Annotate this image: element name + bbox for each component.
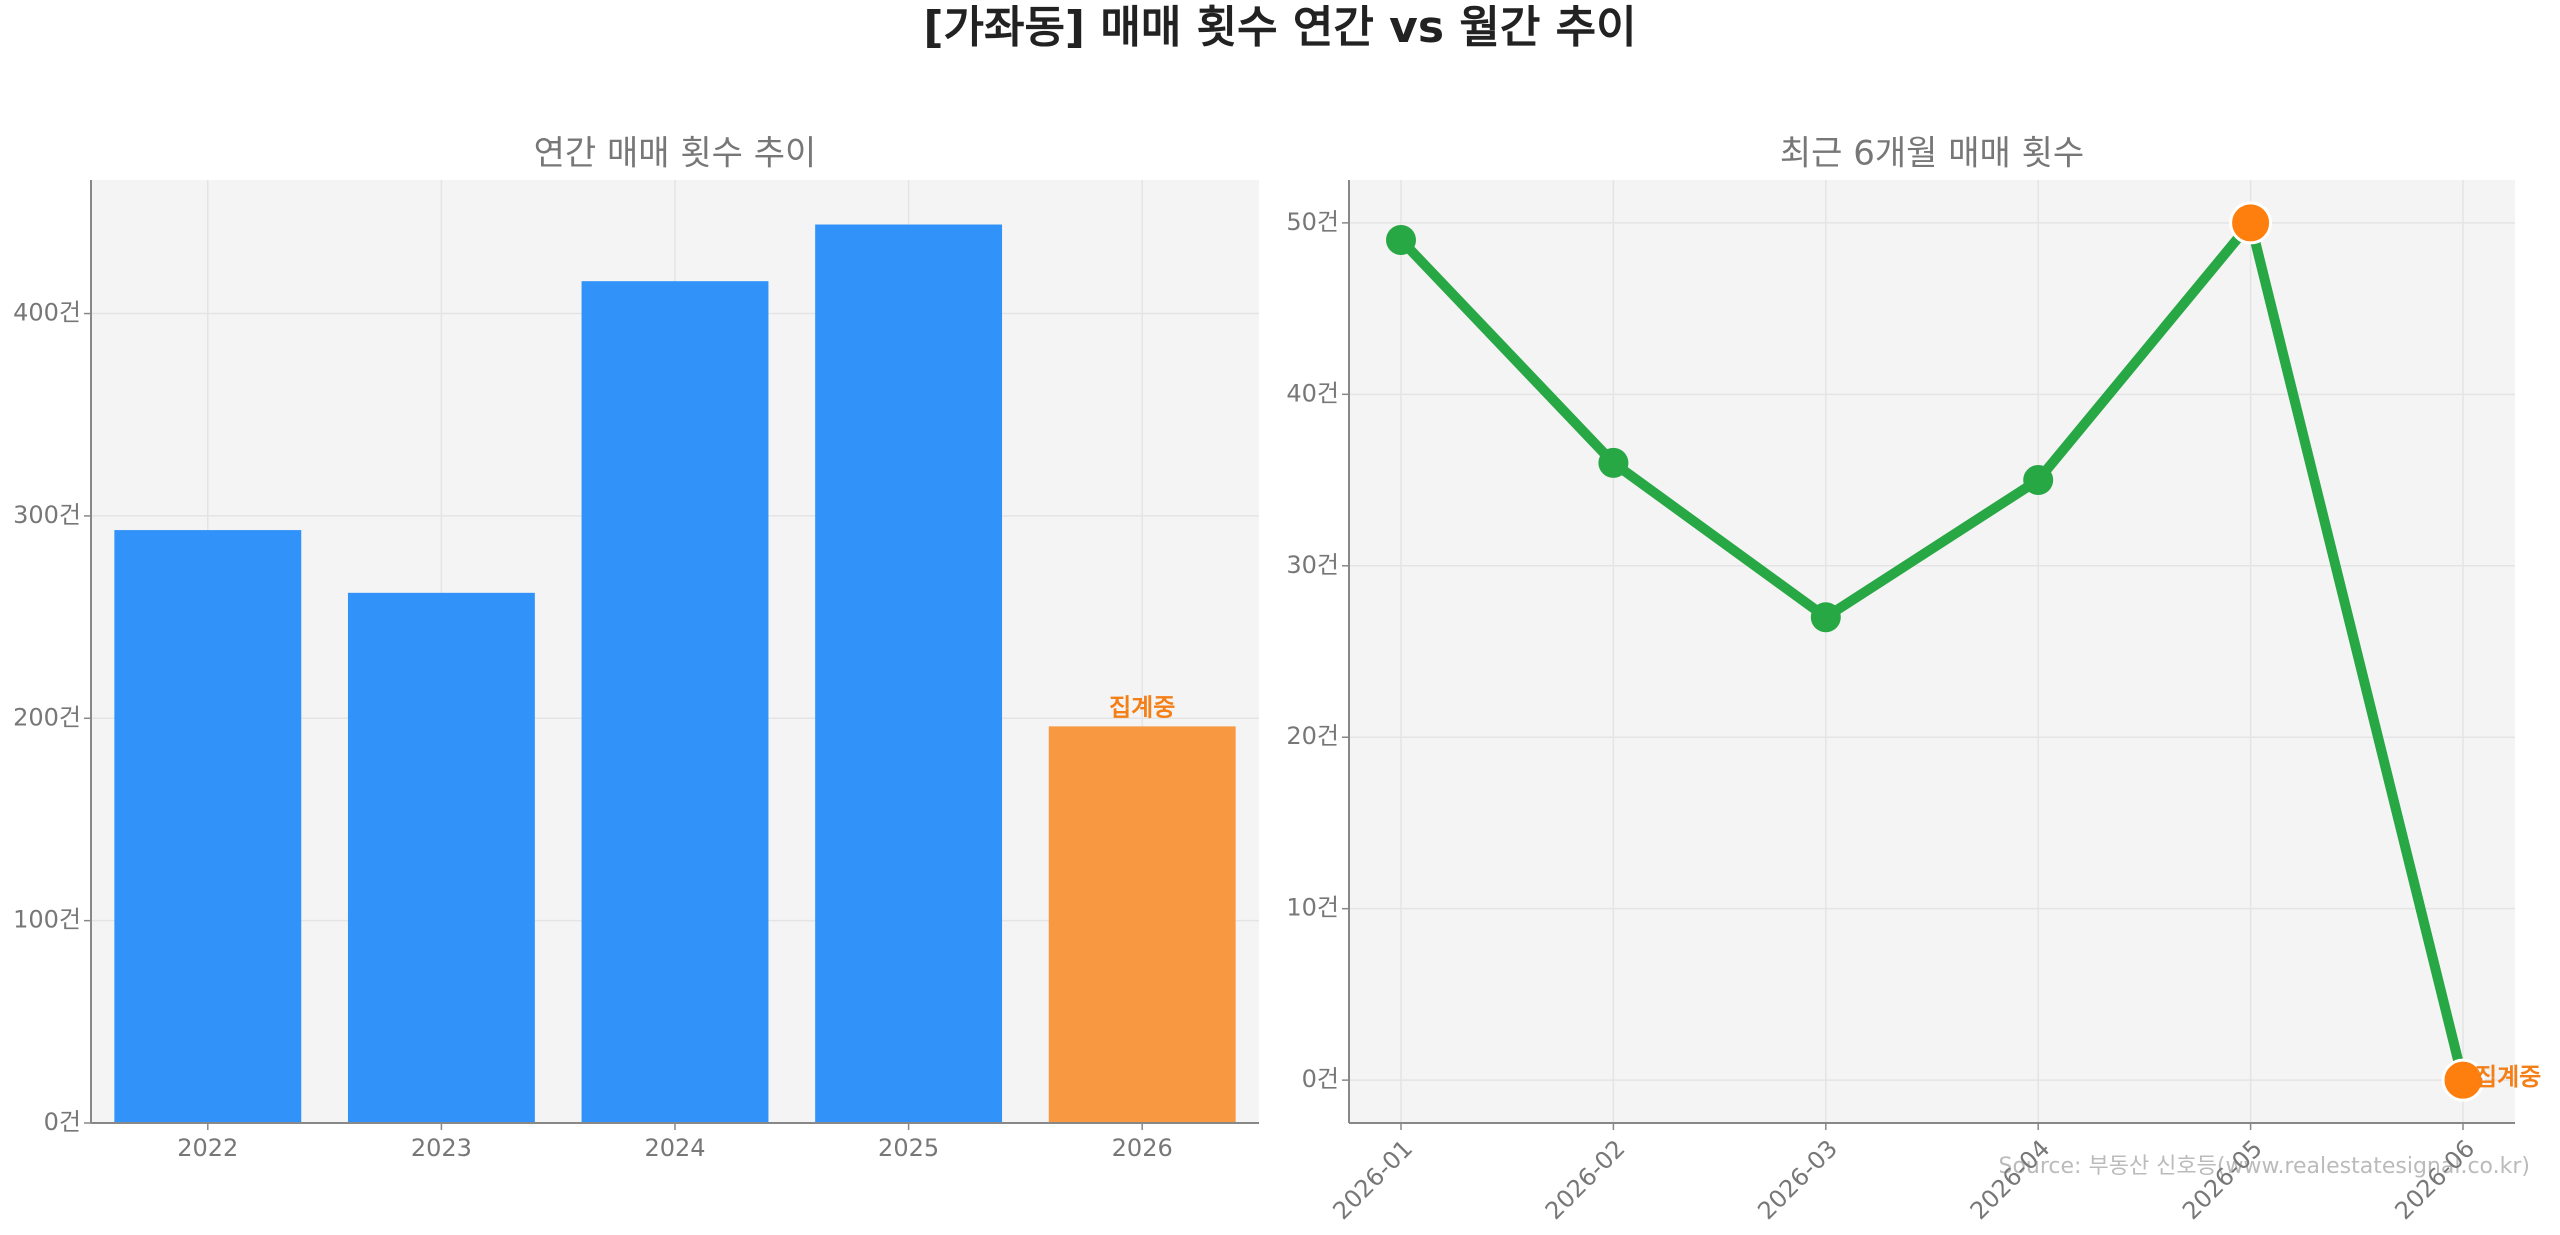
y-tick-label: 300건 bbox=[13, 501, 81, 529]
point bbox=[1810, 602, 1841, 633]
bar bbox=[815, 224, 1003, 1124]
point bbox=[2229, 201, 2273, 245]
y-tick-label: 30건 bbox=[1286, 551, 1339, 579]
y-tick-label: 10건 bbox=[1286, 894, 1339, 922]
x-tick-label: 2023 bbox=[411, 1134, 472, 1162]
y-tick-label: 50건 bbox=[1286, 208, 1339, 236]
subplot-title: 최근 6개월 매매 횟수 bbox=[1780, 134, 2084, 174]
y-tick-label: 20건 bbox=[1286, 722, 1339, 750]
source-note: Source: 부동산 신호등(www.realestatesignal.co.… bbox=[1999, 1154, 2531, 1179]
bar bbox=[347, 592, 535, 1123]
plot-area bbox=[1349, 180, 2515, 1123]
x-tick-label: 2026-06 bbox=[2389, 1134, 2480, 1225]
annotation: 집계중 bbox=[2475, 1063, 2541, 1091]
y-tick-label: 200건 bbox=[13, 703, 81, 731]
point bbox=[1386, 225, 1416, 256]
x-tick-label: 2026 bbox=[1112, 1134, 1173, 1162]
x-tick-label: 2024 bbox=[644, 1134, 705, 1162]
x-tick-label: 2026-01 bbox=[1327, 1134, 1418, 1225]
figure-title: [가좌동] 매매 횟수 연간 vs 월간 추이 bbox=[923, 2, 1636, 53]
bar bbox=[114, 530, 302, 1123]
subplot-title: 연간 매매 횟수 추이 bbox=[534, 134, 817, 174]
y-tick-label: 40건 bbox=[1286, 379, 1339, 407]
y-tick-label: 0건 bbox=[1302, 1065, 1339, 1093]
annotation: 집계중 bbox=[1109, 693, 1175, 721]
y-tick-label: 0건 bbox=[44, 1108, 81, 1136]
bar bbox=[1048, 726, 1236, 1123]
y-tick-label: 400건 bbox=[13, 299, 81, 327]
point bbox=[2441, 1058, 2485, 1102]
y-tick-label: 100건 bbox=[13, 906, 81, 934]
bar bbox=[581, 281, 769, 1123]
x-tick-label: 2025 bbox=[878, 1134, 939, 1162]
x-tick-label: 2026-02 bbox=[1540, 1134, 1631, 1225]
x-tick-label: 2026-03 bbox=[1752, 1134, 1843, 1225]
x-tick-label: 2022 bbox=[177, 1134, 238, 1162]
x-tick-label: 2026-04 bbox=[1965, 1134, 2056, 1225]
x-tick-label: 2026-05 bbox=[2177, 1134, 2268, 1225]
point bbox=[1598, 447, 1629, 478]
point bbox=[2023, 465, 2054, 496]
line bbox=[1397, 217, 2468, 1082]
